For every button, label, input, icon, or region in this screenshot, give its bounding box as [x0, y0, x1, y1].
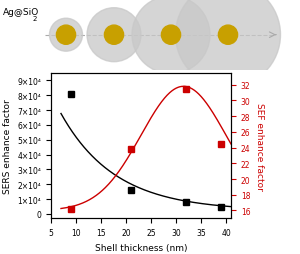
X-axis label: Shell thickness (nm): Shell thickness (nm) — [95, 243, 187, 252]
Y-axis label: SERS enhance factor: SERS enhance factor — [3, 99, 12, 193]
Text: Ag@SiO: Ag@SiO — [3, 8, 39, 17]
Ellipse shape — [87, 9, 141, 62]
Ellipse shape — [132, 0, 210, 74]
Ellipse shape — [176, 0, 280, 88]
Ellipse shape — [50, 19, 82, 52]
Ellipse shape — [56, 26, 76, 45]
Ellipse shape — [104, 26, 124, 45]
Text: 2: 2 — [32, 16, 37, 22]
Ellipse shape — [218, 26, 238, 45]
Ellipse shape — [161, 26, 181, 45]
Y-axis label: SEF enhance factor: SEF enhance factor — [255, 102, 264, 190]
